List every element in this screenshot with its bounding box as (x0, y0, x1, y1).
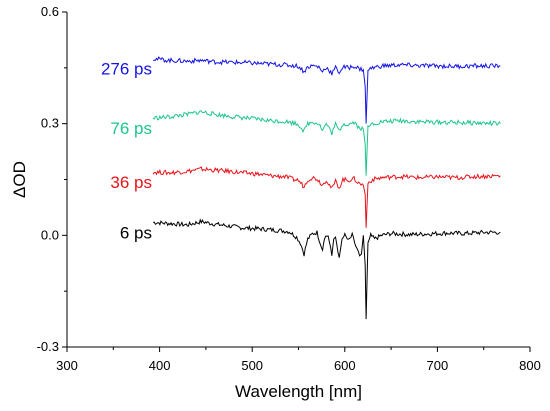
trace-layer (152, 56, 501, 320)
x-tick-label: 400 (149, 358, 171, 373)
x-tick-label: 800 (519, 358, 541, 373)
series-label: 276 ps (101, 60, 152, 79)
series-line (152, 56, 501, 124)
series-label: 36 ps (110, 173, 152, 192)
series-label-layer: 6 ps 36 ps 76 ps 276 ps (101, 60, 152, 243)
x-tick-label: 700 (427, 358, 449, 373)
y-tick-label: 0.6 (41, 4, 59, 19)
series-line (152, 110, 501, 176)
series-line (152, 166, 501, 228)
y-tick-label: 0.0 (41, 227, 59, 242)
series-label: 6 ps (120, 223, 152, 242)
x-tick-label: 500 (241, 358, 263, 373)
x-axis-title: Wavelength [nm] (235, 382, 362, 401)
tick-layer: 300 400 500 600 700 800 -0.3 0.0 0.3 0.6 (37, 4, 541, 373)
x-tick-label: 600 (334, 358, 356, 373)
y-tick-label: -0.3 (37, 339, 59, 354)
x-tick-label: 300 (56, 358, 78, 373)
y-tick-label: 0.3 (41, 116, 59, 131)
y-axis-title: ΔOD (10, 161, 29, 198)
series-line (153, 218, 501, 320)
series-label: 76 ps (110, 119, 152, 138)
